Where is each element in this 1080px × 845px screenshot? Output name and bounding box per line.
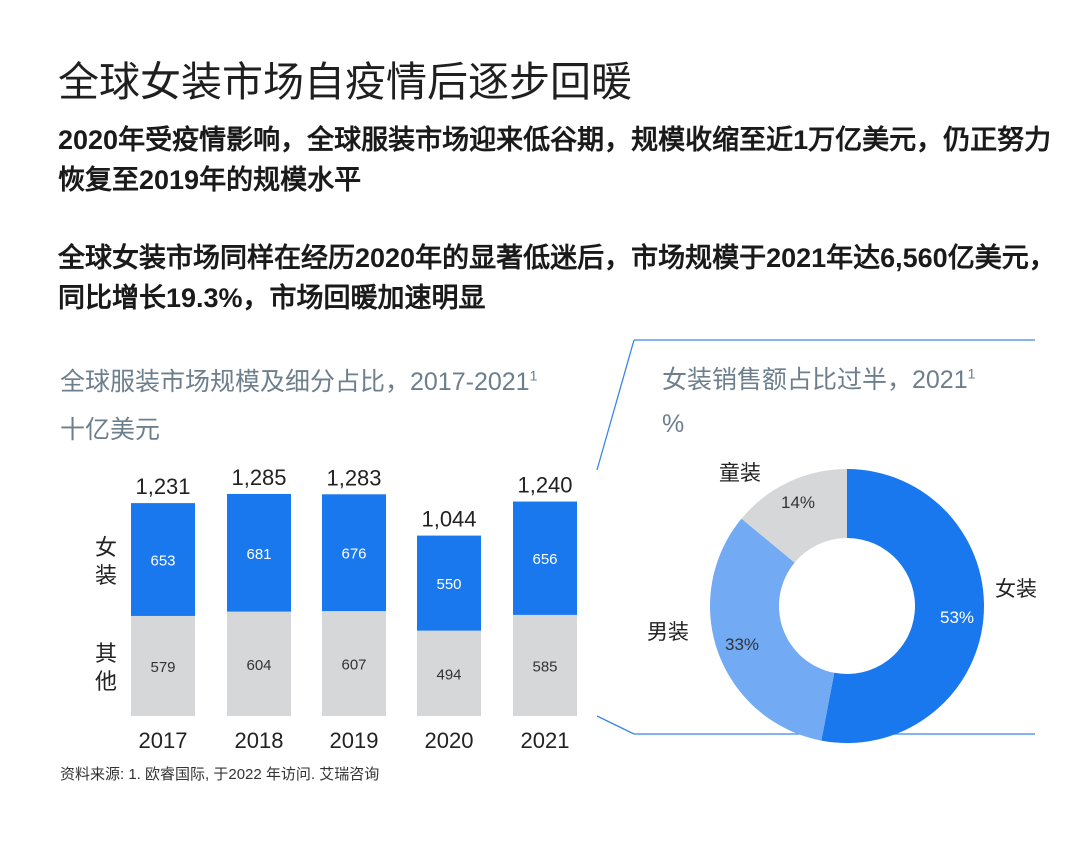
value-label-women: 656 bbox=[532, 551, 557, 568]
slice-percent-label: 14% bbox=[781, 493, 815, 512]
x-tick-label: 2021 bbox=[521, 728, 570, 753]
paragraph-1: 2020年受疫情影响，全球服装市场迎来低谷期，规模收缩至近1万亿美元，仍正努力恢… bbox=[58, 125, 1052, 195]
bar-women bbox=[227, 493, 291, 612]
value-label-women: 653 bbox=[150, 553, 175, 570]
donut-slice bbox=[741, 469, 847, 563]
bar-other bbox=[417, 630, 481, 716]
value-label-other: 607 bbox=[341, 657, 366, 674]
total-label: 1,240 bbox=[517, 473, 572, 498]
total-label: 1,044 bbox=[421, 507, 476, 532]
page-title: 全球女装市场自疫情后逐步回暖 bbox=[58, 59, 632, 105]
donut-slice bbox=[821, 469, 985, 743]
bar-women bbox=[131, 503, 195, 616]
paragraph-2: 全球女装市场同样在经历2020年的显著低迷后，市场规模于2021年达6,560亿… bbox=[58, 243, 1056, 313]
x-tick-label: 2017 bbox=[139, 728, 188, 753]
value-label-other: 585 bbox=[532, 658, 557, 675]
bar-other bbox=[322, 611, 386, 716]
legend-women: 女装 bbox=[95, 535, 118, 588]
bar-women bbox=[513, 501, 577, 615]
total-label: 1,231 bbox=[135, 474, 190, 499]
x-tick-label: 2018 bbox=[235, 728, 284, 753]
value-label-women: 550 bbox=[436, 576, 461, 593]
slice-category-label: 童装 bbox=[719, 462, 761, 485]
value-label-other: 579 bbox=[150, 659, 175, 676]
donut-chart-unit: % bbox=[662, 410, 685, 438]
total-label: 1,285 bbox=[231, 465, 286, 490]
x-tick-label: 2020 bbox=[425, 728, 474, 753]
slice-category-label: 男装 bbox=[647, 621, 689, 644]
slice-percent-label: 33% bbox=[725, 635, 759, 654]
bar-other bbox=[227, 611, 291, 716]
bar-chart-unit: 十亿美元 bbox=[60, 416, 161, 444]
donut-chart-title: 女装销售额占比过半，20211 bbox=[662, 365, 976, 394]
value-label-other: 604 bbox=[246, 657, 271, 674]
value-label-women: 676 bbox=[341, 546, 366, 563]
bar-women bbox=[417, 535, 481, 631]
x-tick-label: 2019 bbox=[330, 728, 379, 753]
total-label: 1,283 bbox=[326, 465, 381, 490]
bar-chart-title: 全球服装市场规模及细分占比，2017-20211 bbox=[60, 367, 538, 396]
slice-category-label: 女装 bbox=[995, 578, 1037, 601]
value-label-women: 681 bbox=[246, 546, 271, 563]
bar-women bbox=[322, 494, 386, 612]
value-label-other: 494 bbox=[436, 666, 461, 683]
connector-line bbox=[596, 339, 635, 471]
slice-percent-label: 53% bbox=[940, 608, 974, 627]
connector-line bbox=[596, 715, 635, 735]
donut-slice bbox=[710, 518, 835, 741]
bar-other bbox=[513, 614, 577, 716]
source-note: 资料来源: 1. 欧睿国际, 于2022 年访问. 艾瑞咨询 bbox=[60, 766, 380, 783]
bar-other bbox=[131, 615, 195, 716]
legend-other: 其他 bbox=[95, 641, 118, 694]
